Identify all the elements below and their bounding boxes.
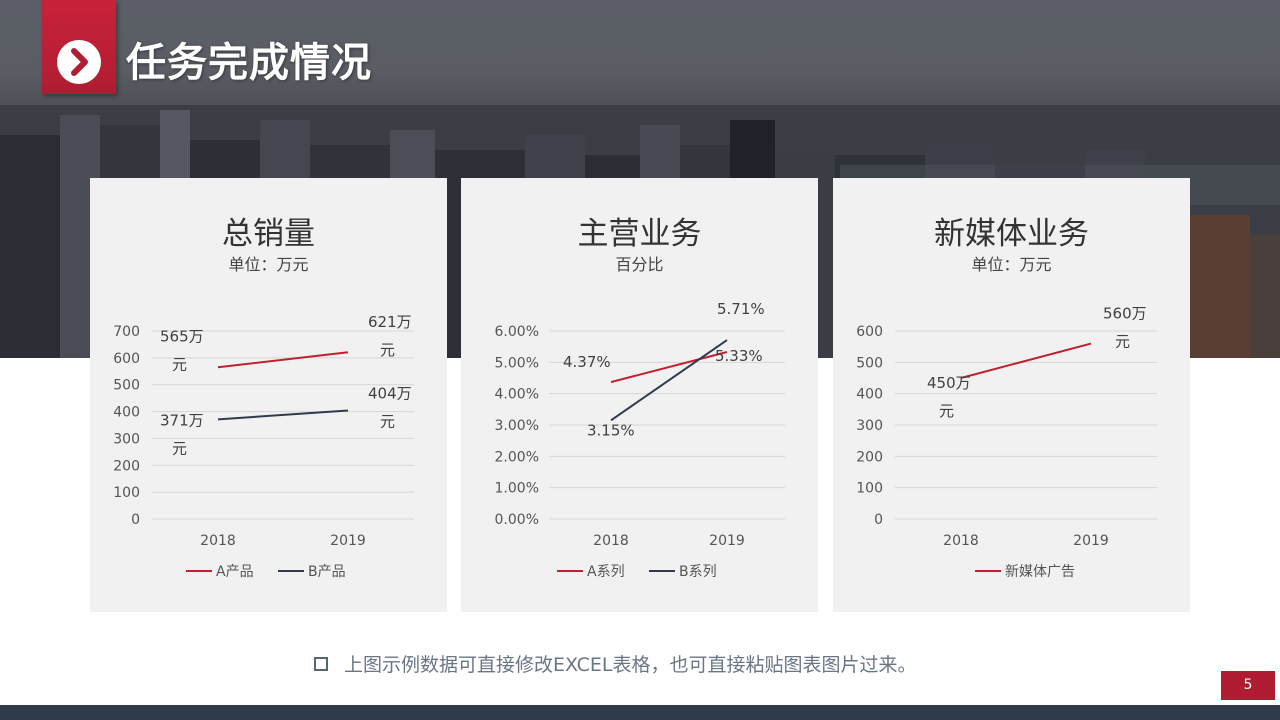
y-tick-label: 0.00% (495, 512, 539, 528)
y-tick-label: 700 (113, 324, 140, 340)
series-line-1 (960, 342, 1092, 379)
series-line-1 (217, 351, 349, 369)
series-line-2 (610, 339, 728, 422)
data-label: 565万元 (160, 327, 204, 373)
data-label: 3.15% (587, 421, 635, 439)
data-label: 4.37% (563, 353, 611, 371)
chevron-right-icon (57, 40, 101, 84)
x-tick-label: 2018 (200, 533, 236, 549)
y-tick-label: 300 (113, 431, 140, 447)
y-tick-label: 500 (113, 378, 140, 394)
page-title: 任务完成情况 (126, 40, 372, 86)
data-label: 450万元 (927, 374, 971, 420)
chart-subtitle: 单位：万元 (228, 255, 309, 274)
y-tick-label: 200 (856, 449, 883, 465)
y-tick-label: 3.00% (495, 418, 539, 434)
new-media-chart: 600 500 400 300 200 100 0 2018 2019 450万元 560万元新媒体… (856, 305, 1157, 580)
legend-label: B产品 (308, 564, 346, 580)
y-tick-label: 1.00% (495, 481, 539, 497)
chart-panel-total-sales: 700 600 500 400 300 200 100 0 2018 2019 565万元 621万元… (90, 178, 447, 612)
chart-panel-main-business: 6.00% 5.00% 4.00% 3.00% 2.00% 1.00% 0.00% 2018 2… (461, 178, 818, 612)
y-tick-label: 400 (856, 387, 883, 403)
series-line-2 (217, 409, 349, 421)
x-tick-label: 2018 (593, 533, 629, 549)
footnote: 上图示例数据可直接修改EXCEL表格，也可直接粘贴图表图片过来。 (314, 652, 917, 678)
footer-bar (0, 705, 1280, 720)
data-label: 5.71% (717, 300, 765, 318)
legend-label: A系列 (587, 564, 625, 580)
chart-subtitle: 百分比 (615, 255, 664, 274)
y-tick-label: 600 (856, 324, 883, 340)
legend-label: 新媒体广告 (1005, 564, 1075, 580)
y-tick-label: 100 (856, 481, 883, 497)
data-label: 560万元 (1103, 305, 1147, 351)
legend-label: B系列 (679, 564, 717, 580)
y-tick-label: 2.00% (495, 449, 539, 465)
data-label: 371万元 (160, 411, 204, 457)
chart-title: 主营业务 (577, 216, 702, 252)
y-tick-label: 500 (856, 355, 883, 371)
y-tick-label: 6.00% (495, 324, 539, 340)
y-tick-label: 5.00% (495, 355, 539, 371)
footnote-text: 上图示例数据可直接修改EXCEL表格，也可直接粘贴图表图片过来。 (344, 654, 917, 676)
y-tick-label: 0 (874, 512, 883, 528)
x-tick-label: 2019 (330, 533, 366, 549)
data-label: 5.33% (715, 347, 763, 365)
series-line-1 (610, 351, 728, 384)
chart-panel-new-media: 600 500 400 300 200 100 0 2018 2019 450万元 560万元 新媒体… (833, 178, 1190, 612)
y-tick-label: 0 (131, 512, 140, 528)
y-tick-label: 200 (113, 458, 140, 474)
main-business-chart: 6.00% 5.00% 4.00% 3.00% 2.00% 1.00% 0.00% 2018 2… (495, 300, 785, 580)
title-accent-block (42, 0, 116, 94)
y-tick-label: 100 (113, 485, 140, 501)
y-tick-label: 400 (113, 405, 140, 421)
data-label: 621万元 (368, 313, 412, 359)
x-tick-label: 2019 (709, 533, 745, 549)
x-tick-label: 2019 (1073, 533, 1109, 549)
total-sales-chart: 700 600 500 400 300 200 100 0 2018 2019 565万元 621万元… (113, 313, 414, 580)
page-number: 5 (1221, 671, 1275, 700)
square-bullet-icon (314, 656, 328, 671)
y-tick-label: 4.00% (495, 387, 539, 403)
y-tick-label: 300 (856, 418, 883, 434)
x-tick-label: 2018 (943, 533, 979, 549)
chart-subtitle: 单位：万元 (971, 255, 1052, 274)
chart-title: 新媒体业务 (934, 216, 1089, 252)
data-label: 404万元 (368, 384, 412, 430)
y-tick-label: 600 (113, 351, 140, 367)
legend-label: A产品 (216, 564, 254, 580)
chart-title: 总销量 (222, 216, 315, 252)
